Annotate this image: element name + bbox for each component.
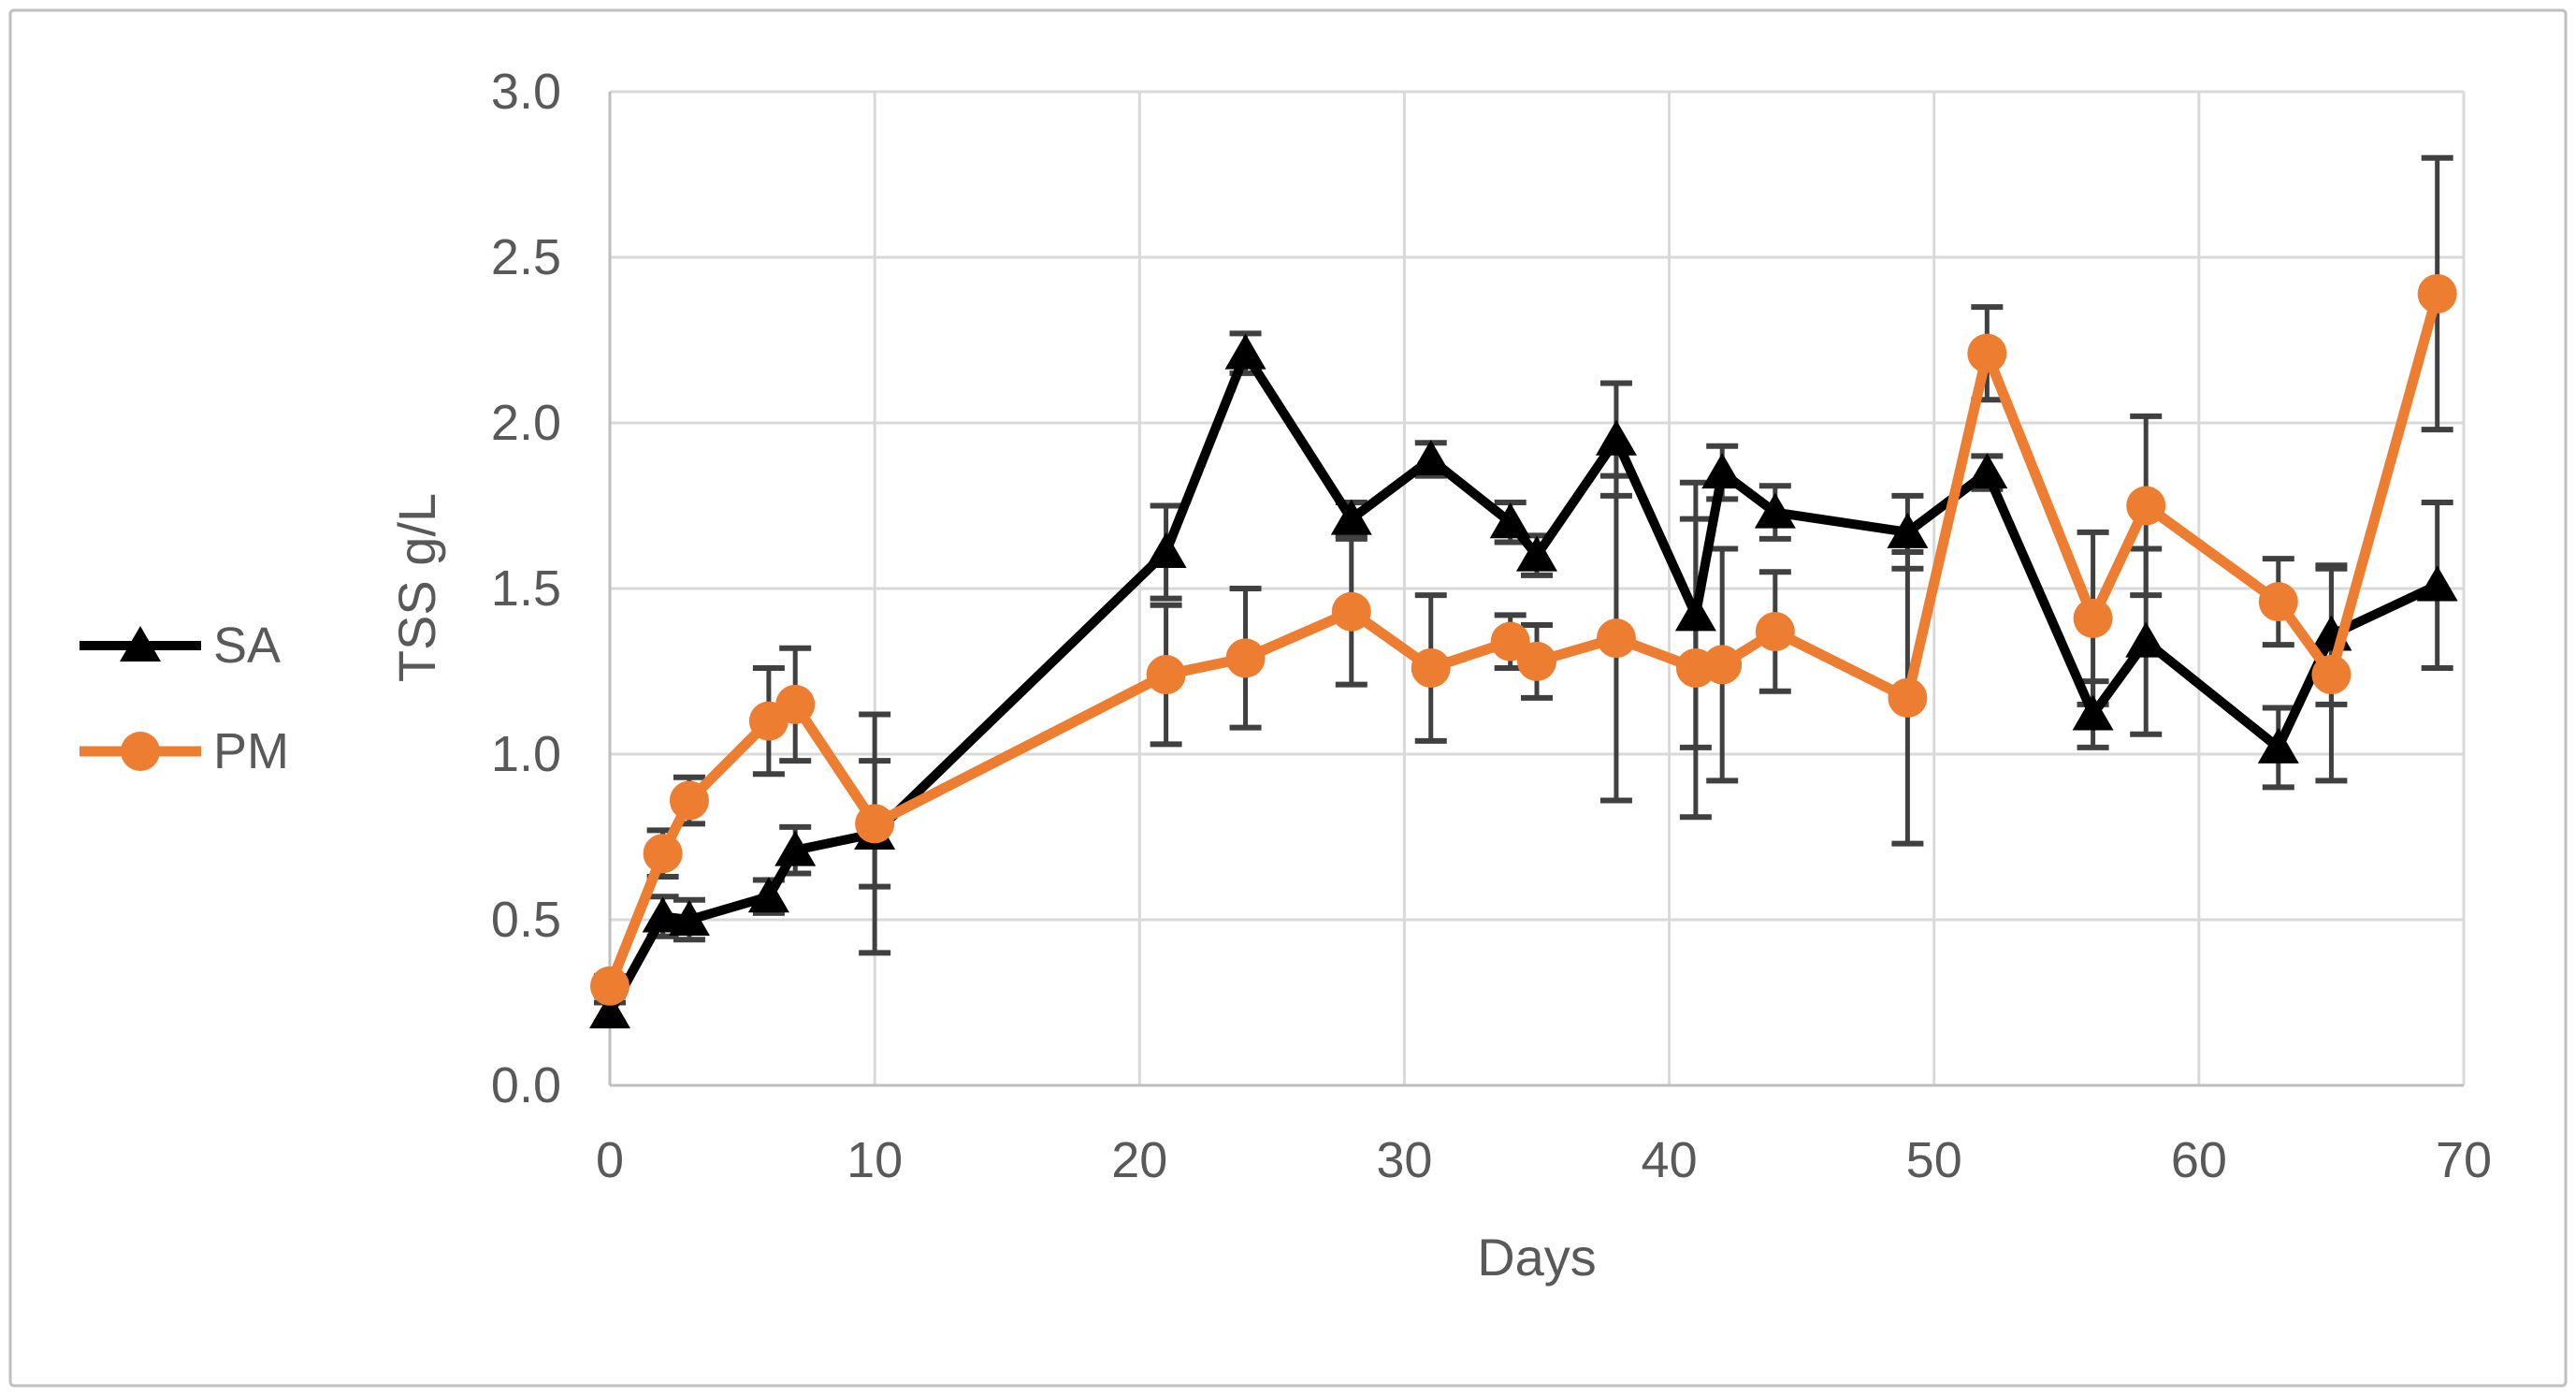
pm-marker [855,804,895,844]
sa-marker [589,993,630,1029]
pm-legend-circle-icon [121,732,160,771]
sa-marker [1489,502,1531,539]
x-tick-label: 0 [596,1132,624,1188]
pm-marker [1702,645,1743,685]
error-bars [594,154,2453,1025]
pm-marker [643,834,683,874]
x-tick-label: 70 [2436,1132,2492,1188]
y-tick-label: 1.5 [491,560,561,617]
sa-marker [642,896,684,933]
legend: SA PM [80,618,289,779]
pm-marker [590,966,630,1006]
sa-marker [1516,535,1557,572]
sa-legend-label: SA [213,618,281,674]
sa-marker [747,877,789,913]
x-tick-label: 30 [1376,1132,1432,1188]
y-tick-label: 0.0 [491,1057,561,1113]
sa-marker [774,830,817,866]
y-axis-title: TSS g/L [387,493,446,682]
sa-marker [2416,565,2458,602]
y-tick-label: 2.5 [491,229,561,285]
series-line-sa [605,348,2442,1018]
sa-marker [1410,439,1452,475]
x-tick-label: 10 [847,1132,903,1188]
x-axis-title: Days [1477,1228,1597,1287]
pm-marker [1596,618,1636,659]
sa-marker [2257,727,2299,763]
y-tick-label: 2.0 [491,395,561,451]
sa-marker [1754,492,1796,529]
pm-marker [2311,655,2352,695]
legend-item-pm: PM [80,723,289,779]
x-tick-label: 50 [1906,1132,1962,1188]
x-tick-label: 60 [2171,1132,2227,1188]
pm-marker [1888,677,1928,718]
pm-marker [1517,641,1556,681]
axis-lines [608,92,2464,1087]
sa-marker [1224,333,1266,370]
sa-marker [2072,694,2114,731]
pm-marker [1755,612,1795,652]
figure-border [8,8,2568,1388]
pm-marker [1411,647,1451,688]
sa-marker [1674,595,1716,632]
pm-legend-label: PM [213,723,289,779]
sa-marker [1701,453,1744,489]
series-layer [589,273,2458,1029]
sa-marker [1330,499,1372,535]
pm-marker [1146,655,1186,695]
pm-marker [2417,273,2457,313]
pm-marker [2126,486,2166,526]
y-tick-label: 0.5 [491,892,561,948]
y-tick-label: 3.0 [491,64,561,120]
pm-marker [1331,591,1371,632]
sa-marker [2125,621,2167,658]
x-tick-label: 40 [1642,1132,1698,1188]
sa-marker [1887,512,1929,548]
gridlines [608,90,2466,1087]
pm-marker [1225,638,1266,678]
pm-marker [669,780,709,821]
sa-legend-triangle-icon [120,626,161,662]
pm-marker [2073,598,2113,638]
sa-marker [668,900,710,936]
sa-marker [1595,419,1637,456]
legend-item-sa: SA [80,618,281,674]
pm-marker [1967,333,2007,373]
sa-marker [1145,532,1187,569]
pm-marker [2258,582,2298,622]
x-tick-label: 20 [1111,1132,1167,1188]
y-tick-label: 1.0 [491,726,561,782]
sa-marker [1966,453,2008,489]
pm-marker [775,684,816,724]
tick-labels: 0 10 20 30 40 50 60 70 0.0 0.5 1.0 1.5 2.0 2.5 3.0 [491,64,2492,1188]
